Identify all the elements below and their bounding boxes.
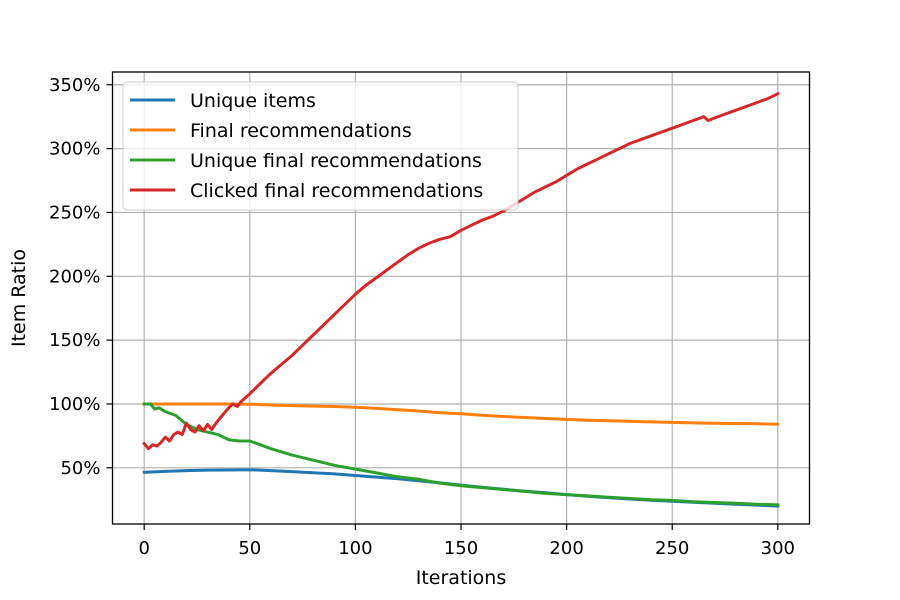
y-tick-label-200: 200%: [49, 266, 100, 287]
y-tick-label-350: 350%: [49, 75, 100, 96]
x-tick-label-150: 150: [444, 538, 478, 559]
series-layer: [142, 91, 780, 508]
y-tick-label-300: 300%: [49, 139, 100, 160]
tick-labels: 0 50 100 150 200 250 300 50% 100% 150% 200% 250% 300…: [49, 75, 795, 559]
y-tick-label-50: 50%: [60, 458, 100, 479]
series-line-final-recommendations: [142, 402, 780, 426]
x-tick-label-250: 250: [655, 538, 689, 559]
series-line-clicked-final-recommendations: [142, 91, 780, 451]
y-tick-label-250: 250%: [49, 202, 100, 223]
x-axis-label: Iterations: [416, 567, 507, 589]
x-tick-label-50: 50: [238, 538, 261, 559]
legend-label-final-recommendations: Final recommendations: [190, 120, 412, 142]
x-tick-label-0: 0: [138, 538, 149, 559]
x-tick-label-200: 200: [549, 538, 583, 559]
legend-box: [122, 81, 519, 211]
y-axis-label: Item Ratio: [8, 249, 30, 347]
legend-label-unique-items: Unique items: [190, 90, 316, 112]
x-tick-label-100: 100: [338, 538, 372, 559]
legend: Unique items Final recommendations Uniqu…: [122, 81, 519, 211]
legend-label-unique-final-recommendations: Unique final recommendations: [190, 150, 482, 172]
axis-ticks: [106, 84, 779, 530]
y-tick-label-100: 100%: [49, 394, 100, 415]
x-tick-label-300: 300: [761, 538, 795, 559]
legend-label-clicked-final-recommendations: Clicked final recommendations: [190, 180, 483, 202]
y-tick-label-150: 150%: [49, 330, 100, 351]
